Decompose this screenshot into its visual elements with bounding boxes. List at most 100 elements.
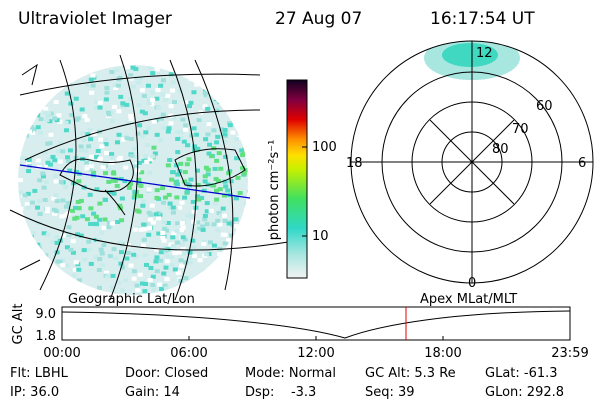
image-pixel xyxy=(215,258,221,263)
image-pixel xyxy=(75,199,81,204)
image-pixel xyxy=(95,149,101,154)
image-pixel xyxy=(139,281,145,286)
image-pixel xyxy=(143,262,149,267)
image-pixel xyxy=(135,288,141,293)
image-pixel xyxy=(237,81,243,86)
image-pixel xyxy=(58,180,64,185)
image-pixel xyxy=(227,104,233,109)
image-pixel xyxy=(188,100,194,105)
image-pixel xyxy=(202,174,208,179)
image-pixel xyxy=(170,205,176,210)
image-pixel xyxy=(180,246,186,251)
image-pixel xyxy=(128,181,134,186)
image-pixel xyxy=(100,165,106,170)
image-pixel xyxy=(170,80,176,85)
image-pixel xyxy=(43,106,49,111)
image-pixel xyxy=(181,139,187,144)
image-pixel xyxy=(233,136,239,141)
image-pixel xyxy=(102,198,108,203)
image-pixel xyxy=(228,233,234,238)
image-pixel xyxy=(112,83,118,88)
image-pixel xyxy=(44,118,50,123)
image-pixel xyxy=(187,284,193,289)
image-pixel xyxy=(233,251,239,256)
image-pixel xyxy=(134,283,140,288)
y-label: GC Alt xyxy=(11,304,26,345)
image-pixel xyxy=(165,254,171,259)
image-pixel xyxy=(94,187,100,192)
image-pixel xyxy=(116,109,122,114)
image-pixel xyxy=(111,191,117,196)
image-pixel xyxy=(137,123,143,128)
image-pixel xyxy=(26,291,32,295)
image-pixel xyxy=(119,250,125,255)
image-pixel xyxy=(221,97,227,102)
image-pixel xyxy=(227,70,233,75)
image-pixel xyxy=(193,132,199,137)
coastline xyxy=(19,63,41,271)
image-pixel xyxy=(76,206,82,211)
image-pixel xyxy=(142,289,148,294)
image-pixel xyxy=(46,157,52,162)
image-pixel xyxy=(214,140,220,145)
image-pixel xyxy=(154,188,160,193)
image-pixel xyxy=(104,90,110,95)
image-pixel xyxy=(19,74,25,79)
image-pixel xyxy=(128,73,134,78)
image-pixel xyxy=(239,224,245,229)
image-pixel xyxy=(222,218,228,223)
image-pixel xyxy=(154,96,160,101)
image-pixel xyxy=(42,150,48,155)
image-pixel xyxy=(176,250,182,255)
image-pixel xyxy=(53,277,59,282)
image-pixel xyxy=(109,221,115,226)
image-pixel xyxy=(208,208,214,213)
image-pixel xyxy=(167,158,173,163)
image-pixel xyxy=(53,193,59,198)
image-pixel xyxy=(18,257,24,262)
image-pixel xyxy=(206,151,212,156)
image-pixel xyxy=(119,265,125,270)
image-pixel xyxy=(18,155,24,160)
image-pixel xyxy=(210,183,216,188)
image-pixel xyxy=(214,188,220,193)
image-pixel xyxy=(227,95,233,100)
image-pixel xyxy=(115,219,121,224)
image-pixel xyxy=(29,200,35,205)
image-pixel xyxy=(18,190,24,195)
colorbar xyxy=(286,79,308,279)
image-pixel xyxy=(169,177,175,182)
image-pixel xyxy=(20,122,26,127)
image-pixel xyxy=(147,170,153,175)
image-pixel xyxy=(165,221,171,226)
image-pixel xyxy=(111,104,117,109)
image-pixel xyxy=(222,232,228,237)
image-pixel xyxy=(135,226,141,231)
image-pixel xyxy=(191,209,197,214)
image-pixel xyxy=(174,195,180,200)
image-pixel xyxy=(64,245,70,250)
image-disk xyxy=(18,65,248,295)
image-pixel xyxy=(118,240,124,245)
image-pixel xyxy=(234,78,240,83)
image-pixel xyxy=(38,78,44,83)
image-pixel xyxy=(25,205,31,210)
image-pixel xyxy=(37,211,43,216)
image-pixel xyxy=(185,143,191,148)
image-pixel xyxy=(163,265,169,270)
image-pixel xyxy=(226,171,232,176)
image-pixel xyxy=(146,101,152,106)
image-pixel xyxy=(145,83,151,88)
image-pixel xyxy=(79,107,85,112)
image-pixel xyxy=(63,204,69,209)
image-pixel xyxy=(236,135,242,140)
image-pixel xyxy=(247,189,248,194)
image-pixel xyxy=(178,278,184,283)
image-pixel xyxy=(223,94,229,99)
image-pixel xyxy=(179,130,185,135)
image-pixel xyxy=(45,115,51,120)
image-pixel xyxy=(107,254,113,259)
aurora-patch xyxy=(442,43,498,67)
image-pixel xyxy=(183,100,189,105)
